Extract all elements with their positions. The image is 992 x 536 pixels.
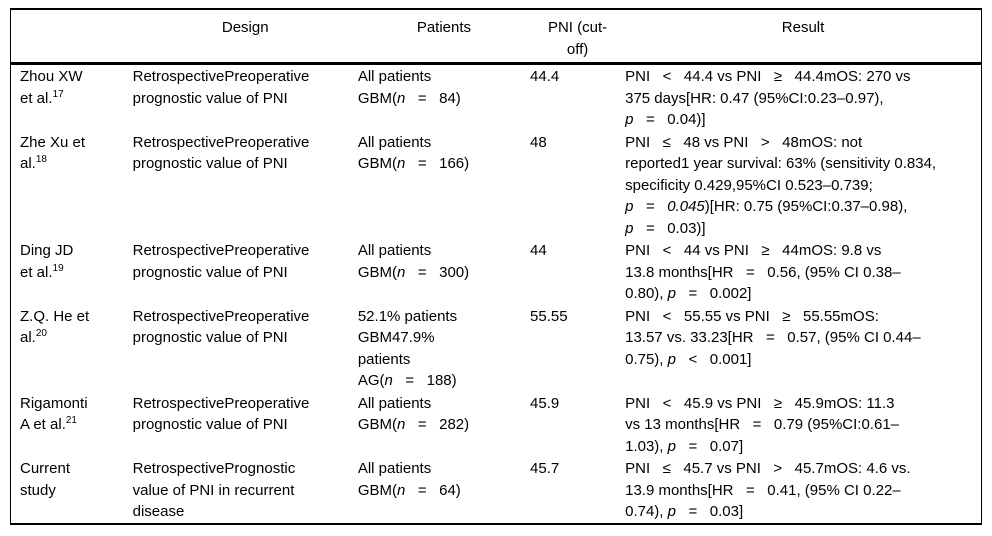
- table-row: Current study RetrospectivePrognostic va…: [11, 457, 982, 524]
- reference-superscript: 19: [52, 262, 64, 274]
- study-cell: Zhe Xu et al.18: [11, 131, 133, 240]
- study-cell: Current study: [11, 457, 133, 524]
- design-cell: RetrospectivePrognostic value of PNI in …: [132, 460, 296, 520]
- pni-cutoff-cell: 44.4: [530, 68, 560, 85]
- patients-cell: All patients GBM(n = 64): [357, 460, 461, 499]
- design-cell: RetrospectivePreoperative prognostic val…: [132, 394, 310, 434]
- column-header-pni-cutoff-label: PNI (cut-off): [547, 19, 608, 58]
- column-header-patients-label: Patients: [416, 19, 472, 36]
- table-row: Zhe Xu et al.18 RetrospectivePreoperativ…: [11, 131, 982, 240]
- column-header-design-label: Design: [221, 19, 269, 36]
- pni-cutoff-cell: 55.55: [530, 307, 568, 325]
- study-cell: Z.Q. He et al.20: [11, 305, 133, 392]
- result-cell: PNI < 44.4 vs PNI ≥ 44.4mOS: 270 vs 375 …: [625, 68, 911, 128]
- pni-cutoff-cell: 45.7: [530, 460, 560, 477]
- study-cell: Zhou XW et al.17: [11, 64, 133, 131]
- study-cell: Rigamonti A et al.21: [11, 392, 133, 458]
- pni-cutoff-cell: 45.9: [530, 394, 560, 412]
- table-row: Zhou XW et al.17 RetrospectivePreoperati…: [11, 64, 982, 131]
- study-cell: Ding JD et al.19: [11, 239, 133, 305]
- reference-superscript: 20: [35, 328, 47, 339]
- result-cell: PNI ≤ 48 vs PNI > 48mOS: not reported1 y…: [625, 133, 937, 237]
- study-name: Current study: [20, 460, 71, 499]
- column-header-result-label: Result: [781, 19, 825, 36]
- result-cell: PNI < 45.9 vs PNI ≥ 45.9mOS: 11.3 vs 13 …: [625, 394, 899, 455]
- study-name: Ding JD et al.: [20, 242, 74, 281]
- design-cell: RetrospectivePreoperative prognostic val…: [132, 133, 310, 173]
- study-name: Rigamonti A et al.: [20, 394, 88, 434]
- column-header-study: [10, 9, 133, 65]
- result-cell: PNI < 44 vs PNI ≥ 44mOS: 9.8 vs 13.8 mon…: [625, 242, 901, 302]
- table-header-row: Design Patients PNI (cut-off) Result: [10, 9, 982, 65]
- table-row: Ding JD et al.19 RetrospectivePreoperati…: [11, 239, 982, 305]
- patients-cell: All patients GBM(n = 282): [357, 394, 470, 434]
- reference-superscript: 21: [65, 415, 77, 426]
- reference-superscript: 17: [52, 88, 64, 100]
- reference-superscript: 18: [35, 154, 47, 165]
- study-name: Zhe Xu et al.: [20, 133, 86, 173]
- pni-cutoff-cell: 44: [530, 242, 547, 259]
- study-name: Z.Q. He et al.: [20, 307, 90, 347]
- design-cell: RetrospectivePreoperative prognostic val…: [132, 242, 310, 281]
- study-name: Zhou XW et al.: [20, 68, 83, 107]
- result-cell: PNI ≤ 45.7 vs PNI > 45.7mOS: 4.6 vs. 13.…: [625, 460, 911, 520]
- pni-cutoff-cell: 48: [530, 133, 547, 151]
- patients-cell: 52.1% patients GBM47.9% patients AG(n = …: [357, 307, 458, 390]
- pni-studies-table: Design Patients PNI (cut-off) Result Zho…: [10, 8, 982, 525]
- patients-cell: All patients GBM(n = 84): [357, 68, 461, 107]
- table-row: Z.Q. He et al.20 RetrospectivePreoperati…: [11, 305, 982, 392]
- result-cell: PNI < 55.55 vs PNI ≥ 55.55mOS: 13.57 vs.…: [625, 307, 921, 368]
- table-row: Rigamonti A et al.21 RetrospectivePreope…: [11, 392, 982, 458]
- column-header-pni-cutoff: PNI (cut-off): [530, 9, 626, 65]
- patients-cell: All patients GBM(n = 166): [357, 133, 470, 173]
- column-header-result: Result: [625, 9, 982, 65]
- design-cell: RetrospectivePreoperative prognostic val…: [132, 307, 310, 347]
- patients-cell: All patients GBM(n = 300): [357, 242, 470, 281]
- design-cell: RetrospectivePreoperative prognostic val…: [132, 68, 310, 107]
- column-header-design: Design: [132, 9, 358, 65]
- column-header-patients: Patients: [357, 9, 531, 65]
